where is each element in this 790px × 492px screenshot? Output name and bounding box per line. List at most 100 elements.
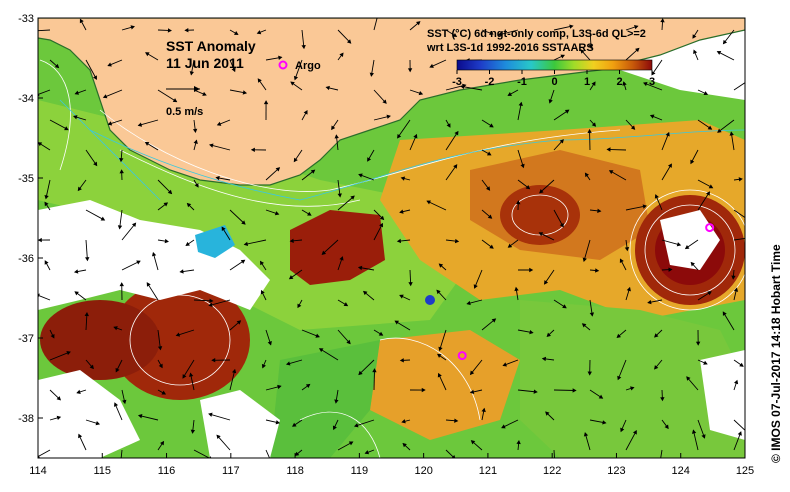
velocity-arrow: [517, 389, 537, 393]
velocity-arrowhead: [572, 388, 577, 393]
velocity-arrow: [733, 431, 742, 451]
velocity-arrowhead: [470, 440, 476, 445]
velocity-arrowhead: [113, 326, 118, 331]
velocity-arrow: [121, 260, 141, 271]
velocity-arrow: [427, 200, 447, 211]
velocity-arrow: [119, 209, 123, 229]
velocity-arrowhead: [426, 200, 431, 205]
velocity-arrowhead: [413, 133, 418, 139]
velocity-arrowhead: [739, 362, 744, 367]
velocity-arrowhead: [38, 237, 42, 243]
velocity-arrow: [692, 430, 699, 451]
velocity-arrowhead: [649, 114, 655, 119]
velocity-arrowhead: [514, 286, 519, 292]
anomaly-patch-green-se: [270, 340, 380, 458]
velocity-arrowhead: [399, 358, 404, 363]
velocity-arrowhead: [119, 282, 124, 287]
colorbar-ticks: -3 -2 -1 0 1 2 3: [452, 70, 655, 88]
velocity-arrowhead: [489, 123, 494, 128]
lon-tick-label: 116: [158, 465, 176, 477]
velocity-arrowhead: [208, 302, 213, 307]
velocity-arrowhead: [321, 250, 327, 255]
velocity-arrowhead: [119, 469, 122, 472]
velocity-arrowhead: [346, 39, 352, 44]
velocity-arrowhead: [305, 383, 311, 389]
velocity-arrow: [445, 164, 458, 181]
argo-legend-label: Argo: [295, 60, 321, 72]
velocity-arrowhead: [591, 81, 596, 86]
cloud-gap-east: [660, 210, 720, 270]
lon-tick-label: 123: [607, 465, 625, 477]
velocity-arrowhead: [194, 183, 199, 188]
velocity-arrowhead: [54, 63, 60, 69]
velocity-arrowhead: [186, 202, 192, 208]
velocity-arrowhead: [158, 363, 163, 369]
velocity-arrowhead: [160, 440, 165, 446]
velocity-arrowhead: [274, 211, 280, 216]
velocity-arrowhead: [161, 390, 167, 395]
lat-tick-label: -33: [18, 13, 34, 25]
velocity-arrowhead: [491, 318, 497, 323]
velocity-arrowhead: [318, 348, 324, 353]
velocity-arrow: [697, 191, 710, 211]
velocity-arrowhead: [130, 25, 135, 30]
velocity-arrowhead: [346, 339, 351, 345]
lat-tick-label: -36: [18, 253, 34, 265]
velocity-arrow: [209, 144, 231, 151]
velocity-arrowhead: [100, 216, 106, 221]
velocity-arrowhead: [602, 420, 607, 425]
velocity-arrowhead: [416, 21, 421, 26]
velocity-arrowhead: [516, 200, 521, 205]
velocity-arrowhead: [211, 358, 216, 363]
velocity-arrow: [553, 209, 564, 227]
velocity-arrowhead: [597, 208, 602, 214]
velocity-arrowhead: [242, 90, 248, 95]
velocity-arrowhead: [691, 429, 697, 434]
velocity-arrowhead: [64, 126, 69, 131]
velocity-arrowhead: [660, 18, 665, 23]
velocity-arrowhead: [394, 320, 400, 325]
velocity-arrowhead: [250, 147, 255, 153]
velocity-arrow: [157, 329, 161, 350]
velocity-arrowhead: [518, 101, 523, 107]
velocity-arrowhead: [74, 90, 80, 95]
velocity-arrowhead: [733, 287, 739, 292]
velocity-arrow: [373, 18, 378, 31]
velocity-arrowhead: [163, 202, 169, 207]
velocity-arrowhead: [339, 256, 344, 261]
velocity-arrowhead: [184, 28, 189, 33]
velocity-arrowhead: [372, 368, 377, 373]
velocity-arrowhead: [705, 191, 710, 196]
velocity-arrowhead: [446, 123, 451, 128]
velocity-arrowhead: [50, 334, 55, 339]
velocity-arrowhead: [453, 164, 458, 169]
velocity-arrowhead: [337, 193, 342, 198]
velocity-arrowhead: [56, 415, 62, 421]
velocity-arrow: [697, 419, 705, 439]
velocity-arrowhead: [473, 284, 478, 289]
velocity-arrowhead: [231, 67, 236, 73]
velocity-arrowhead: [452, 32, 458, 37]
velocity-arrowhead: [722, 311, 727, 316]
velocity-arrow: [157, 89, 177, 103]
velocity-arrowhead: [339, 52, 344, 58]
velocity-arrowhead: [753, 236, 756, 239]
velocity-arrowhead: [635, 47, 640, 53]
velocity-arrowhead: [622, 81, 627, 86]
velocity-arrow: [85, 59, 97, 80]
velocity-arrowhead: [38, 142, 43, 147]
velocity-arrowhead: [487, 214, 493, 219]
velocity-arrowhead: [703, 91, 709, 96]
velocity-arrowhead: [587, 128, 592, 133]
velocity-arrowhead: [76, 389, 81, 394]
velocity-arrowhead: [454, 418, 459, 423]
velocity-arrowhead: [642, 204, 648, 209]
velocity-arrowhead: [77, 186, 82, 192]
velocity-arrowhead: [559, 139, 564, 144]
velocity-arrow: [157, 179, 172, 194]
lon-tick-label: 122: [543, 465, 561, 477]
velocity-arrow: [138, 119, 159, 126]
velocity-arrowhead: [334, 399, 339, 404]
lon-tick-label: 119: [351, 465, 369, 477]
velocity-arrowhead: [277, 384, 282, 390]
